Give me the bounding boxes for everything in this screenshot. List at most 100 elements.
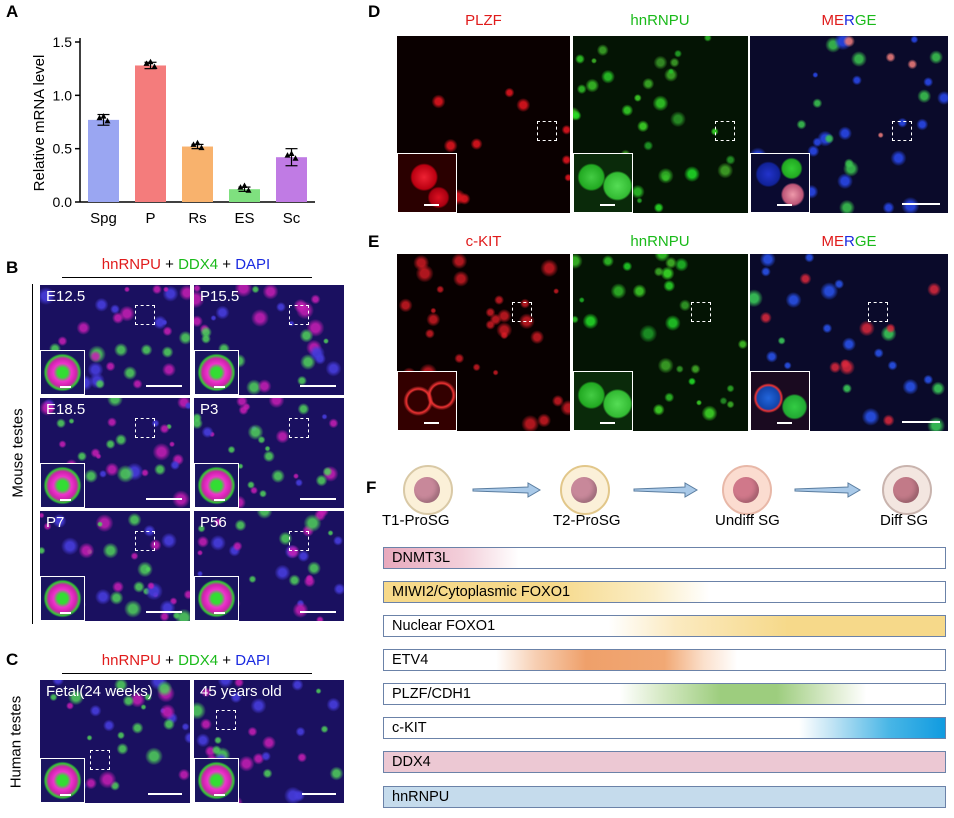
stage-label: Undiff SG [715, 512, 780, 529]
panel-letter-f: F [366, 478, 377, 497]
stain-dapi: DAPI [235, 652, 271, 669]
inset-scale-bar [777, 204, 792, 206]
germ-cell-icon [722, 465, 772, 515]
inset-scale-bar [214, 794, 226, 796]
mouse-testis-tile: E18.5 [40, 398, 190, 508]
tile-label: Fetal(24 weeks) [46, 683, 153, 700]
inset-scale-bar [777, 422, 792, 424]
replicate-point [100, 113, 107, 119]
merge-red: ME [821, 233, 844, 250]
replicate-point [190, 141, 197, 147]
arrow-icon [633, 482, 698, 498]
nucleus-icon [414, 477, 440, 503]
inset-scale-bar [424, 422, 439, 424]
replicate-point [292, 155, 299, 161]
replicate-point [245, 187, 252, 193]
scale-bar [148, 793, 182, 795]
stain-plus: + [160, 256, 179, 273]
panel-letter-a: A [6, 2, 19, 21]
zoom-region-box [289, 531, 309, 551]
marker-label: DNMT3L [392, 550, 451, 566]
stage-label: T2-ProSG [553, 512, 621, 529]
panel-e-merge-title: MERGE [750, 233, 948, 250]
tile-label: E18.5 [46, 401, 86, 418]
human-testis-tile: Fetal(24 weeks) [40, 680, 190, 803]
marker-bar: DNMT3L [383, 547, 946, 569]
nucleus-icon [571, 477, 597, 503]
inset-scale-bar [214, 499, 226, 501]
germ-cell-icon [882, 465, 932, 515]
y-tick-label: 1.0 [53, 87, 73, 103]
mouse-testis-tile: P3 [194, 398, 344, 508]
tile-label: P56 [200, 514, 227, 531]
inset-scale-bar [60, 499, 72, 501]
replicate-point [151, 63, 158, 70]
human-testis-tile: 45 years old [194, 680, 344, 803]
marker-bar: PLZF/CDH1 [383, 683, 946, 705]
marker-label: MIWI2/Cytoplasmic FOXO1 [392, 584, 571, 600]
zoom-inset [194, 350, 239, 395]
y-tick-label: 0.5 [53, 141, 73, 157]
inset-scale-bar [214, 386, 226, 388]
replicate-point [241, 182, 248, 188]
zoom-region-box [691, 302, 711, 322]
x-tick-label: Rs [188, 210, 206, 227]
marker-label: ETV4 [392, 652, 429, 668]
marker-bar: ETV4 [383, 649, 946, 671]
merge-green: GE [854, 233, 877, 250]
scale-bar [300, 385, 336, 387]
zoom-region-box [216, 710, 236, 730]
panel-d-merge-title: MERGE [750, 12, 948, 29]
replicate-point [194, 139, 201, 146]
inset-scale-bar [424, 204, 439, 206]
zoom-region-box [715, 121, 735, 141]
bar-rs [182, 146, 213, 202]
stage-label: Diff SG [880, 512, 929, 529]
x-tick-label: Sc [283, 210, 301, 227]
stain-hnrnpu: hnRNPU [101, 256, 161, 273]
replicate-point [143, 60, 150, 66]
zoom-region-box [135, 305, 155, 325]
arrow-icon [794, 482, 861, 498]
marker-bar: MIWI2/Cytoplasmic FOXO1 [383, 581, 946, 603]
inset-scale-bar [600, 422, 615, 424]
stain-ddx4: DDX4 [178, 256, 219, 273]
replicate-point [284, 152, 291, 158]
panel-d-hnrnpu-title: hnRNPU [630, 12, 690, 29]
merge-blue: R [843, 233, 855, 250]
zoom-inset [194, 463, 239, 508]
replicate-point [104, 117, 111, 124]
tile-label: E12.5 [46, 288, 86, 305]
zoom-region-box [289, 305, 309, 325]
stain-plus: + [160, 652, 179, 669]
scale-bar [146, 498, 182, 500]
zoom-inset [397, 371, 457, 431]
scale-bar [300, 611, 336, 613]
y-tick-label: 0.0 [53, 194, 73, 210]
scale-bar [300, 498, 336, 500]
marker-bar: c-KIT [383, 717, 946, 739]
replicate-point [96, 114, 103, 121]
panel-c-stain-legend: hnRNPU + DDX4 + DAPI [62, 652, 310, 669]
inset-scale-bar [600, 204, 615, 206]
panel-letter-c: C [6, 650, 19, 669]
panel-letter-d: D [368, 2, 381, 21]
plzf-image [397, 36, 570, 213]
legend-underline [62, 277, 312, 278]
zoom-region-box [135, 418, 155, 438]
merge-red: ME [821, 12, 844, 29]
stain-plus: + [218, 652, 236, 669]
arrow-icon [472, 482, 541, 498]
ckit-image [397, 254, 570, 431]
marker-label: PLZF/CDH1 [392, 686, 471, 702]
marker-label: c-KIT [392, 720, 427, 736]
panel-e-hnrnpu-title: hnRNPU [630, 233, 690, 250]
panel-letter-b: B [6, 258, 19, 277]
hnrnpu-image [573, 36, 748, 213]
marker-label: Nuclear FOXO1 [392, 618, 496, 634]
zoom-inset [40, 758, 85, 803]
zoom-inset [573, 153, 633, 213]
marker-bar: hnRNPU [383, 786, 946, 808]
inset-scale-bar [214, 612, 226, 614]
